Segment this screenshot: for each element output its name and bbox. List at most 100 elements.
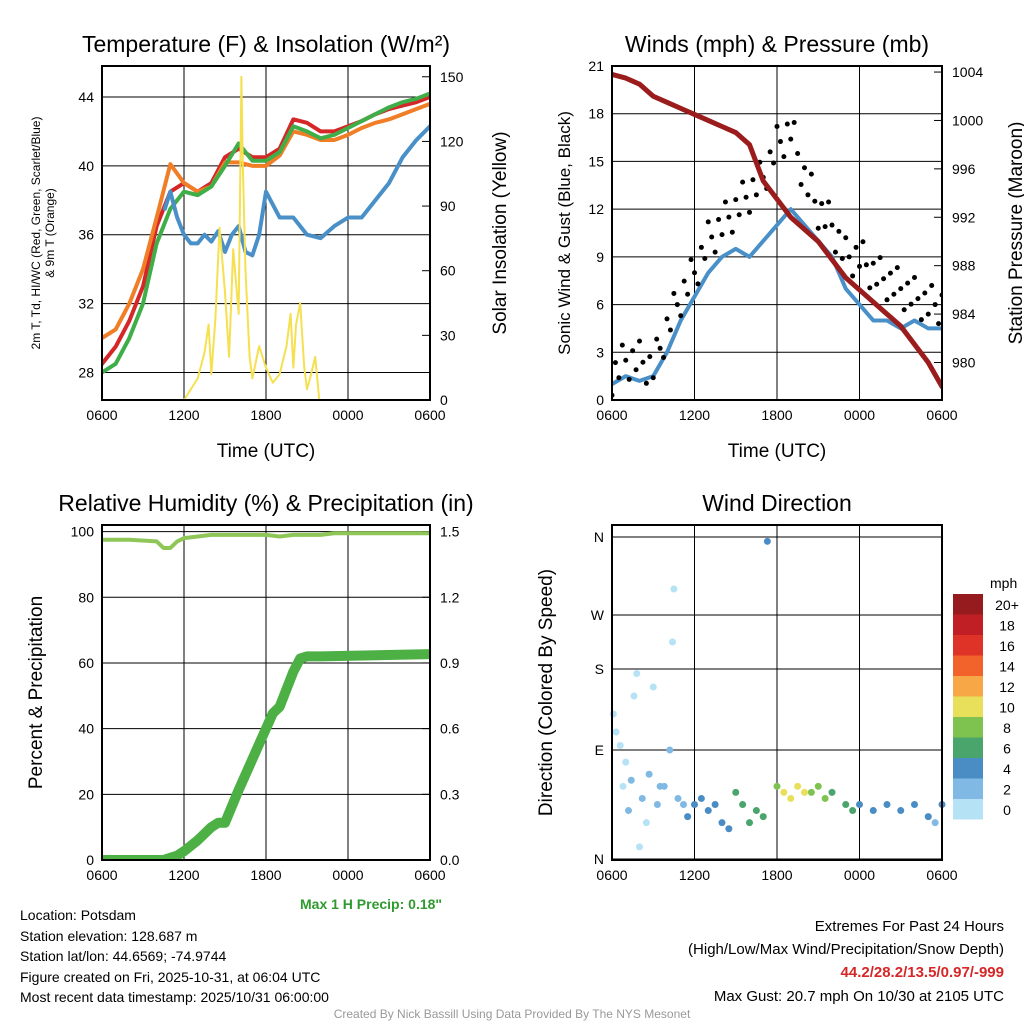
gust-point [905,280,911,286]
legend-label: 2 [1003,782,1011,798]
y-tick-label: 0 [596,392,604,408]
y2-tick-label: 1.5 [440,524,460,540]
y-axis-label-line2: & 9m T (Orange) [43,188,57,278]
gust-point [678,313,684,319]
y-tick-label: 12 [588,201,604,217]
y2-tick-label: 0.9 [440,655,460,671]
gust-point [836,228,842,234]
gust-point [702,255,708,261]
plot-frame [611,65,943,401]
y2-tick-label: 90 [440,198,456,214]
x-tick-label: 0600 [596,867,627,883]
gust-point [891,291,897,297]
gust-point [616,375,622,381]
y-tick-label: 40 [78,721,94,737]
direction-point [752,807,760,815]
series-wc [162,124,430,258]
gust-point [698,244,704,250]
direction-point [869,807,877,815]
chart-title: Wind Direction [702,490,852,516]
direction-point [669,638,676,646]
gust-point [908,301,914,307]
x-tick-label: 0600 [414,867,445,883]
gust-point [922,290,928,296]
legend-label: 0 [1003,802,1011,818]
gust-point [850,273,856,279]
x-tick-label: 1200 [679,867,710,883]
gust-point [667,327,673,333]
x-tick-label: 0000 [844,867,875,883]
x-tick-label: 0000 [844,407,875,423]
x-tick-label: 0000 [332,407,363,423]
direction-point [911,801,918,808]
y2-tick-label: 980 [952,354,976,370]
gust-point [812,198,818,204]
gust-point [657,345,663,351]
legend-label: 20+ [995,597,1019,613]
direction-point [691,801,698,808]
x-tick-label: 1200 [679,407,710,423]
gust-point [860,239,866,245]
gust-point [630,348,636,354]
y-tick-label: 6 [596,297,604,313]
chart-title: Winds (mph) & Pressure (mb) [625,31,929,57]
gust-point [925,311,931,317]
y2-tick-label: 984 [952,306,976,322]
direction-point [732,788,740,796]
x-tick-label: 0600 [86,867,117,883]
x-tick-label: 0600 [926,867,957,883]
series-td [102,91,430,375]
direction-point [801,788,808,796]
y-tick-label: 3 [596,344,604,360]
y-tick-label: 80 [78,589,94,605]
gust-point [674,302,680,308]
y2-tick-label: 0 [440,392,448,408]
gust-point [798,181,804,187]
y2-tick-label: 60 [440,263,456,279]
gust-point [664,316,670,322]
y-tick-label: 100 [71,524,95,540]
legend-swatch [953,614,983,635]
gust-point [681,278,687,284]
y2-tick-label: 0.0 [440,852,460,868]
legend-swatch [953,635,983,656]
series-solar [102,75,430,400]
direction-point [642,819,650,827]
gust-point [643,380,649,386]
gust-point [881,276,887,282]
gust-point [661,354,667,360]
gust-point [753,192,759,198]
gust-point [650,375,656,381]
gust-point [802,165,807,171]
y-tick-label: 21 [588,58,604,74]
legend-label: 8 [1003,720,1011,736]
y-tick-label: 60 [78,655,94,671]
legend-swatch [953,737,983,758]
y-tick-label: 20 [78,786,94,802]
gust-point [877,255,883,261]
direction-point [670,585,678,593]
direction-point [807,788,815,796]
y2-axis-label: Station Pressure (Maroon) [1006,122,1024,345]
direction-point [746,819,753,827]
panel-2: Winds (mph) & Pressure (mb)0600 1200 1800 0… [555,31,1024,462]
y2-tick-label: 1.2 [440,589,460,605]
y2-tick-label: 120 [440,133,464,149]
direction-point [718,819,726,827]
gust-point [829,222,835,228]
location: Location: Potsdam [20,907,136,923]
gust-point [777,139,783,145]
gust-point [712,249,718,255]
gust-point [743,194,749,200]
gust-point [839,255,845,261]
direction-point [924,813,932,821]
direction-point [630,692,638,700]
gust-point [633,367,639,373]
direction-point [773,782,781,790]
direction-point [739,801,747,808]
y-tick-label: 9 [596,249,604,265]
direction-point [883,801,891,808]
gust-point [863,262,869,268]
y-tick-label: 36 [78,227,94,243]
